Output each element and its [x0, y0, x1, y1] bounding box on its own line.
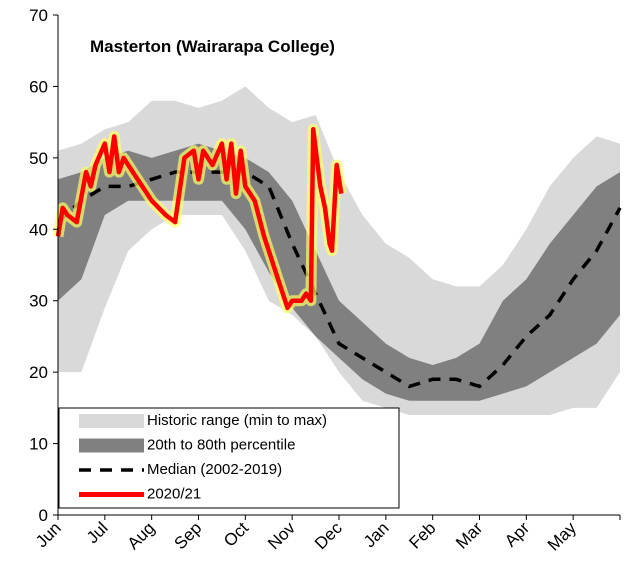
y-tick-label: 40: [29, 220, 48, 239]
x-tick-label: May: [544, 518, 580, 554]
y-tick-label: 10: [29, 435, 48, 454]
x-tick-label: Nov: [264, 518, 299, 553]
x-tick-label: Aug: [124, 518, 159, 553]
y-tick-label: 50: [29, 149, 48, 168]
x-tick-label: Apr: [501, 518, 533, 550]
x-tick-label: Jul: [83, 518, 112, 547]
chart-title: Masterton (Wairarapa College): [90, 37, 335, 56]
y-tick-label: 30: [29, 292, 48, 311]
x-tick-label: Dec: [311, 518, 346, 553]
legend-label: 20th to 80th percentile: [147, 436, 295, 453]
line: [55, 127, 344, 311]
median-line: [56, 170, 622, 389]
legend-swatch: [79, 438, 144, 453]
y-tick-label: 0: [39, 506, 48, 525]
x-tick-label: Jan: [360, 518, 393, 551]
x-tick-label: Sep: [171, 518, 206, 553]
y-tick-label: 60: [29, 77, 48, 96]
x-tick-label: Jun: [32, 518, 65, 551]
legend-label: 2020/21: [147, 485, 201, 502]
x-tick-label: Feb: [405, 518, 439, 552]
y-tick-label: 70: [29, 6, 48, 25]
y-tick-label: 20: [29, 363, 48, 382]
legend-label: Median (2002-2019): [147, 461, 282, 478]
x-tick-label: Mar: [452, 518, 486, 552]
legend-label: Historic range (min to max): [147, 412, 327, 429]
legend-swatch: [79, 414, 144, 428]
x-tick-label: Oct: [220, 518, 252, 550]
